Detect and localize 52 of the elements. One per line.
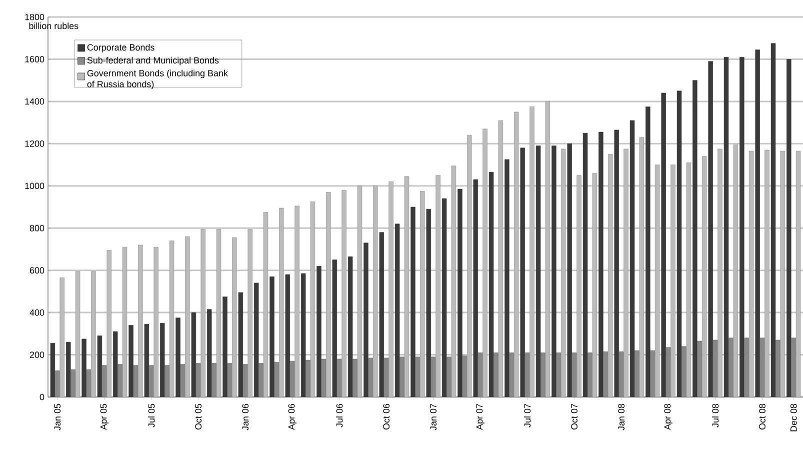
y-tick-label: 1000 — [25, 182, 44, 190]
bar — [755, 50, 760, 397]
y-tick-label: 200 — [30, 352, 44, 358]
bar — [176, 318, 180, 397]
x-tick-label: Oct 05 — [195, 404, 202, 430]
bar — [270, 276, 274, 397]
x-tick-label: Oct 07 — [571, 404, 578, 430]
y-tick-label: 1800 — [25, 14, 44, 20]
x-tick-label: Apr 05 — [100, 404, 108, 430]
legend-label: Sub-federal and Municipal Bonds — [87, 56, 219, 66]
bar — [410, 206, 416, 397]
bar — [567, 144, 572, 397]
legend-label: Corporate Bonds — [87, 44, 154, 52]
x-tick-label: Jan 05 — [54, 404, 61, 430]
y-tick-label: 1400 — [25, 98, 44, 105]
bar — [222, 296, 228, 397]
bar — [504, 159, 510, 397]
bar — [82, 338, 86, 397]
y-tick-label: 1200 — [25, 140, 44, 147]
bar — [316, 266, 322, 397]
bar — [552, 146, 556, 397]
x-tick-label: Oct 06 — [383, 404, 390, 430]
x-tick-label: Jul 06 — [336, 404, 343, 428]
x-tick-label: Jan 07 — [430, 404, 437, 430]
x-tick-label: Jul 07 — [524, 404, 531, 428]
x-tick-label: Oct 08 — [759, 404, 766, 430]
x-tick-label: Dec 08 — [790, 404, 797, 432]
y-tick-label: 0 — [40, 394, 44, 400]
bar — [708, 61, 713, 397]
x-tick-label: Jul 08 — [712, 404, 719, 428]
bar — [598, 132, 604, 397]
x-tick-label: Jan 08 — [618, 404, 624, 430]
bar — [646, 106, 650, 397]
bar — [364, 242, 368, 397]
x-tick-label: Apr 08 — [664, 404, 672, 430]
y-tick-label: 600 — [30, 267, 44, 274]
bar — [128, 325, 134, 397]
bar — [786, 59, 792, 397]
x-tick-label: Jul 05 — [148, 404, 155, 428]
bar — [692, 80, 698, 397]
y-tick-label: 1600 — [25, 56, 44, 62]
bar — [740, 56, 744, 397]
y-tick-label: 800 — [30, 224, 44, 232]
x-tick-label: Apr 07 — [476, 404, 484, 430]
x-tick-label: Apr 06 — [288, 404, 296, 430]
y-axis-title: billion rubles — [29, 22, 78, 30]
bar — [614, 130, 619, 397]
bar — [661, 92, 666, 397]
legend-label: Government Bonds (including Bank of Russia bonds) — [87, 70, 228, 90]
x-tick-label: Jan 06 — [242, 404, 249, 430]
bar — [458, 188, 462, 397]
y-tick-label: 400 — [30, 309, 44, 316]
